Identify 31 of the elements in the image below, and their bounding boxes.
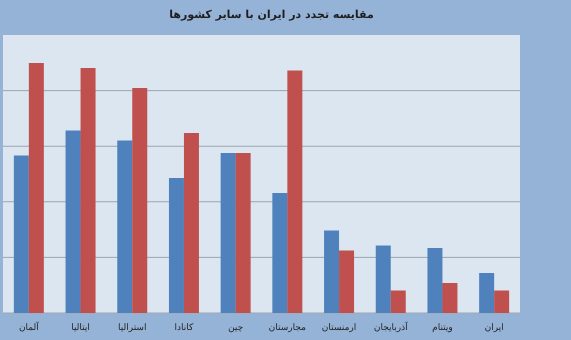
bar — [117, 140, 132, 313]
bar — [168, 178, 184, 313]
x-tick-label: کانادا — [174, 323, 194, 333]
bar — [14, 156, 29, 313]
x-tick-label: ارمنستان — [322, 323, 356, 333]
bar — [220, 153, 236, 313]
x-tick-label: استرالیا — [118, 323, 146, 333]
bar — [80, 68, 96, 313]
bar — [236, 153, 251, 313]
bar — [376, 246, 391, 313]
bar — [28, 63, 44, 313]
x-tick-label: آلمان — [18, 321, 40, 333]
bar — [390, 290, 406, 313]
bar — [427, 248, 442, 313]
x-tick-label: مجارستان — [268, 323, 306, 333]
bar — [184, 133, 199, 313]
x-tick-label: چین — [228, 323, 244, 333]
chart-title: مقایسه تجدد در ایران با سایر کشورها — [169, 8, 374, 21]
x-tick-label: ایتالیا — [71, 323, 90, 333]
bar — [272, 193, 288, 313]
bar — [494, 290, 510, 313]
bar — [287, 70, 302, 313]
x-tick-label: آذربایجان — [374, 321, 408, 333]
bar — [132, 88, 148, 313]
bar — [479, 273, 494, 313]
x-tick-label: ایران — [484, 323, 504, 333]
bar — [339, 250, 354, 313]
x-tick-label: ویتنام — [432, 323, 453, 333]
bar — [324, 230, 340, 313]
bar — [66, 130, 81, 313]
bar — [442, 283, 458, 313]
